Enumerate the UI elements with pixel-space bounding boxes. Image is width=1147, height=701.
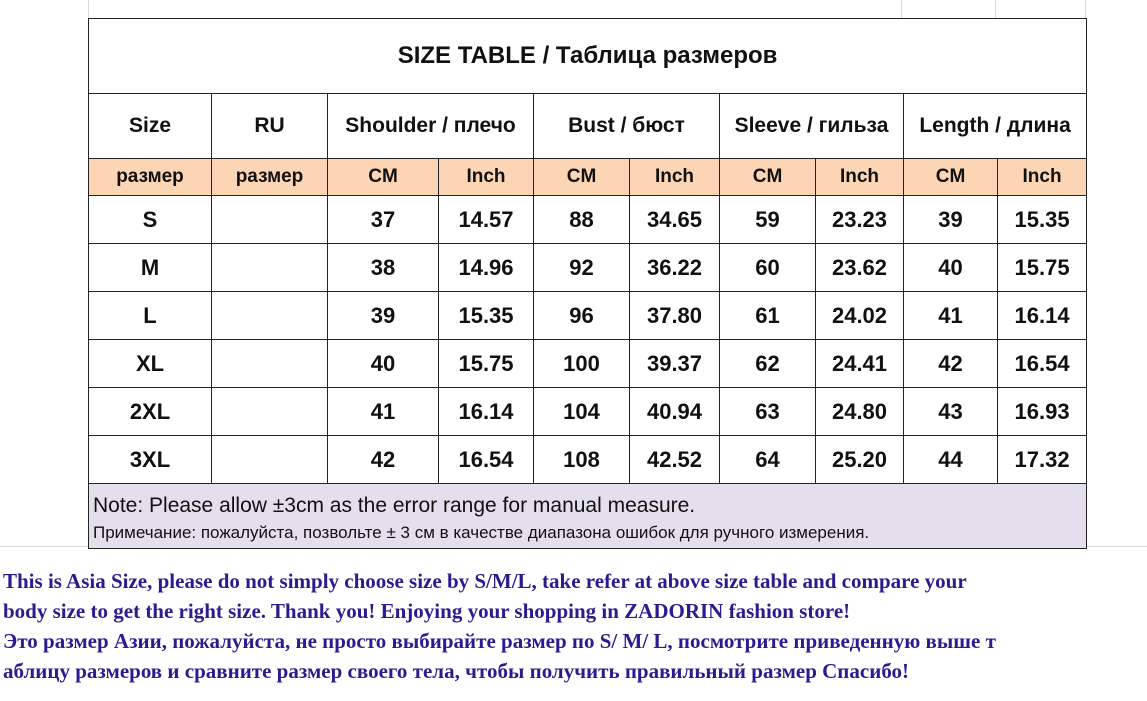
subheader-cell: Inch [438,158,534,196]
table-cell: 63 [719,387,816,436]
table-cell: 24.02 [815,291,904,340]
note-english: Note: Please allow ±3cm as the error ran… [87,483,1088,518]
subheader-cell: CM [903,158,998,196]
header-bust: Bust / бюст [533,93,720,159]
table-cell: 24.80 [815,387,904,436]
table-cell [211,243,328,292]
table-cell [211,339,328,388]
table-row: L 39 15.35 96 37.80 61 24.02 41 16.14 [88,291,1088,340]
table-cell: 16.54 [996,339,1088,388]
promo-ru-line-1: Это размер Азии, пожалуйста, не просто в… [3,629,996,653]
table-title: SIZE TABLE / Таблица размеров [87,18,1088,94]
table-cell: 42.52 [629,435,720,484]
table-cell: 96 [533,291,630,340]
table-cell: 17.32 [996,435,1088,484]
table-cell: 14.96 [438,243,534,292]
table-cell [211,435,328,484]
table-cell: 16.54 [438,435,534,484]
table-cell: 41 [903,291,998,340]
table-cell: 59 [719,195,816,244]
table-cell: 3XL [88,435,212,484]
header-size: Size [88,93,212,159]
table-cell: 43 [903,387,998,436]
table-cell: 16.93 [996,387,1088,436]
table-cell: 23.62 [815,243,904,292]
gridline [995,0,996,18]
table-cell [211,195,328,244]
promo-en-line-1: This is Asia Size, please do not simply … [3,569,967,593]
gridline [88,0,89,18]
table-cell: 16.14 [996,291,1088,340]
table-cell: 37 [327,195,439,244]
subheader-cell: размер [211,158,328,196]
table-cell: L [88,291,212,340]
table-cell: 88 [533,195,630,244]
table-row: S 37 14.57 88 34.65 59 23.23 39 15.35 [88,195,1088,244]
table-cell: 92 [533,243,630,292]
table-cell: S [88,195,212,244]
table-cell: 25.20 [815,435,904,484]
table-cell: 40.94 [629,387,720,436]
table-cell: 14.57 [438,195,534,244]
table-cell: 40 [327,339,439,388]
header-ru: RU [211,93,328,159]
table-cell: M [88,243,212,292]
header-length: Length / длина [902,93,1088,159]
subheader-cell: CM [719,158,816,196]
header-sleeve: Sleeve / гильза [719,93,904,159]
promo-ru-line-2: аблицу размеров и сравните размер своего… [3,659,910,683]
table-cell: 38 [327,243,439,292]
subheader-cell: Inch [996,158,1088,196]
note-russian: Примечание: пожалуйста, позвольте ± 3 см… [87,518,1088,549]
table-cell: 24.41 [815,339,904,388]
table-cell: 15.35 [996,195,1088,244]
gridline [901,0,902,18]
promo-en-line-2: body size to get the right size. Thank y… [3,599,851,623]
table-cell: 108 [533,435,630,484]
table-cell: XL [88,339,212,388]
subheader-cell: Inch [629,158,720,196]
promo-text: This is Asia Size, please do not simply … [3,566,1143,686]
table-cell: 39 [903,195,998,244]
table-row: 2XL 41 16.14 104 40.94 63 24.80 43 16.93 [88,387,1088,436]
subheader-cell: размер [88,158,212,196]
table-cell: 42 [903,339,998,388]
table-cell: 104 [533,387,630,436]
table-cell: 39 [327,291,439,340]
table-cell: 40 [903,243,998,292]
table-cell: 39.37 [629,339,720,388]
table-cell: 23.23 [815,195,904,244]
table-cell: 2XL [88,387,212,436]
table-cell: 60 [719,243,816,292]
table-cell [211,387,328,436]
table-cell: 37.80 [629,291,720,340]
table-cell: 62 [719,339,816,388]
table-cell: 15.75 [996,243,1088,292]
table-cell: 15.35 [438,291,534,340]
header-shoulder: Shoulder / плечо [327,93,534,159]
table-cell: 61 [719,291,816,340]
table-row: 3XL 42 16.54 108 42.52 64 25.20 44 17.32 [88,435,1088,484]
size-table: SIZE TABLE / Таблица размеров Size RU Sh… [87,18,1088,549]
table-cell: 44 [903,435,998,484]
table-row: XL 40 15.75 100 39.37 62 24.41 42 16.54 [88,339,1088,388]
table-cell: 16.14 [438,387,534,436]
subheader-cell: CM [327,158,439,196]
table-cell: 15.75 [438,339,534,388]
subheader-cell: CM [533,158,630,196]
table-cell: 34.65 [629,195,720,244]
table-row: M 38 14.96 92 36.22 60 23.62 40 15.75 [88,243,1088,292]
table-cell: 100 [533,339,630,388]
table-cell: 36.22 [629,243,720,292]
gridline [1085,0,1086,18]
table-cell: 42 [327,435,439,484]
subheader-cell: Inch [815,158,904,196]
table-cell: 41 [327,387,439,436]
table-cell [211,291,328,340]
table-cell: 64 [719,435,816,484]
